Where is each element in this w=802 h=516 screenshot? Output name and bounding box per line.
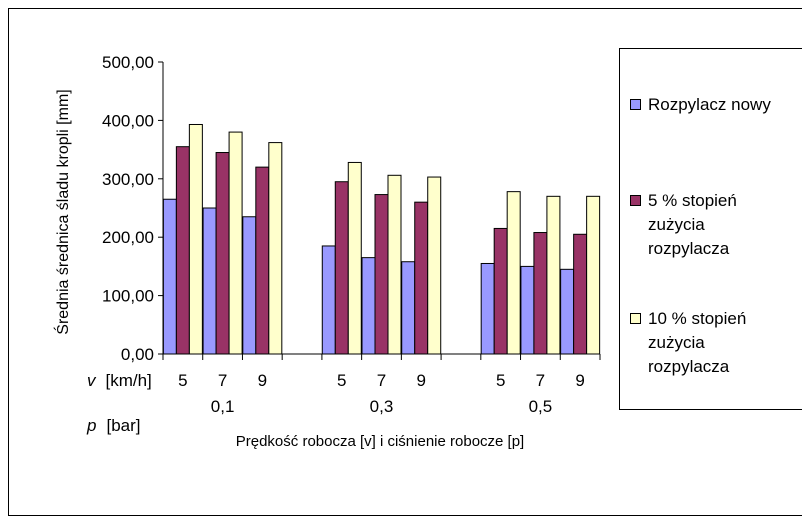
bar	[546, 195, 561, 355]
bar	[228, 131, 243, 355]
bar	[560, 268, 575, 355]
bar	[347, 161, 362, 355]
bar	[493, 227, 508, 355]
x-tick-label-p: 0,5	[529, 397, 553, 416]
x-tick-label-v: 9	[416, 371, 425, 390]
bar	[361, 257, 376, 355]
p-row-label: p [bar]	[86, 416, 141, 435]
x-axis-label: Prędkość robocza [v] i ciśnienie robocze…	[236, 433, 524, 450]
bar	[533, 232, 548, 355]
x-tick-label-v: 5	[178, 371, 187, 390]
x-tick-label-v: 9	[258, 371, 267, 390]
bar	[321, 245, 336, 355]
bar	[215, 152, 230, 355]
bar	[175, 146, 190, 355]
x-tick-label-v: 9	[575, 371, 584, 390]
y-tick-label: 500,00	[102, 53, 154, 72]
x-tick-label-v: 7	[218, 371, 227, 390]
bar	[520, 265, 535, 355]
bar	[506, 191, 521, 355]
y-tick-label: 200,00	[102, 228, 154, 247]
y-tick-label: 300,00	[102, 170, 154, 189]
bar	[242, 216, 257, 355]
y-tick-label: 100,00	[102, 287, 154, 306]
bar	[188, 123, 203, 355]
bar	[427, 176, 442, 355]
x-tick-label-p: 0,1	[211, 397, 235, 416]
x-tick-label-p: 0,3	[370, 397, 394, 416]
legend-label-10pct: 10 % stopień zużycia rozpylacza	[648, 309, 747, 376]
legend-label-new: Rozpylacz nowy	[648, 95, 771, 114]
bar	[401, 261, 416, 355]
bar	[268, 142, 283, 355]
bar	[202, 207, 217, 355]
bar	[387, 174, 402, 355]
bar	[162, 198, 177, 355]
x-tick-label-v: 5	[496, 371, 505, 390]
bar	[586, 195, 601, 355]
bar	[255, 166, 270, 355]
bar	[480, 262, 495, 355]
legend-swatch-5pct	[630, 195, 641, 206]
x-tick-label-v: 7	[536, 371, 545, 390]
y-axis-label: Średnia średnica śladu kropli [mm]	[53, 89, 72, 334]
bar	[374, 194, 389, 355]
y-tick-label: 0,00	[121, 345, 154, 364]
bar	[334, 181, 349, 355]
bar	[573, 233, 588, 355]
legend-swatch-10pct	[630, 313, 641, 324]
legend: Rozpylacz nowy 5 % stopień zużycia rozpy…	[619, 48, 802, 410]
y-tick-label: 400,00	[102, 111, 154, 130]
legend-label-5pct: 5 % stopień zużycia rozpylacza	[648, 191, 737, 258]
v-row-label: v [km/h]	[87, 371, 152, 390]
bar	[414, 201, 429, 355]
x-tick-label-v: 7	[377, 371, 386, 390]
x-tick-label-v: 5	[337, 371, 346, 390]
legend-swatch-new	[630, 99, 641, 110]
